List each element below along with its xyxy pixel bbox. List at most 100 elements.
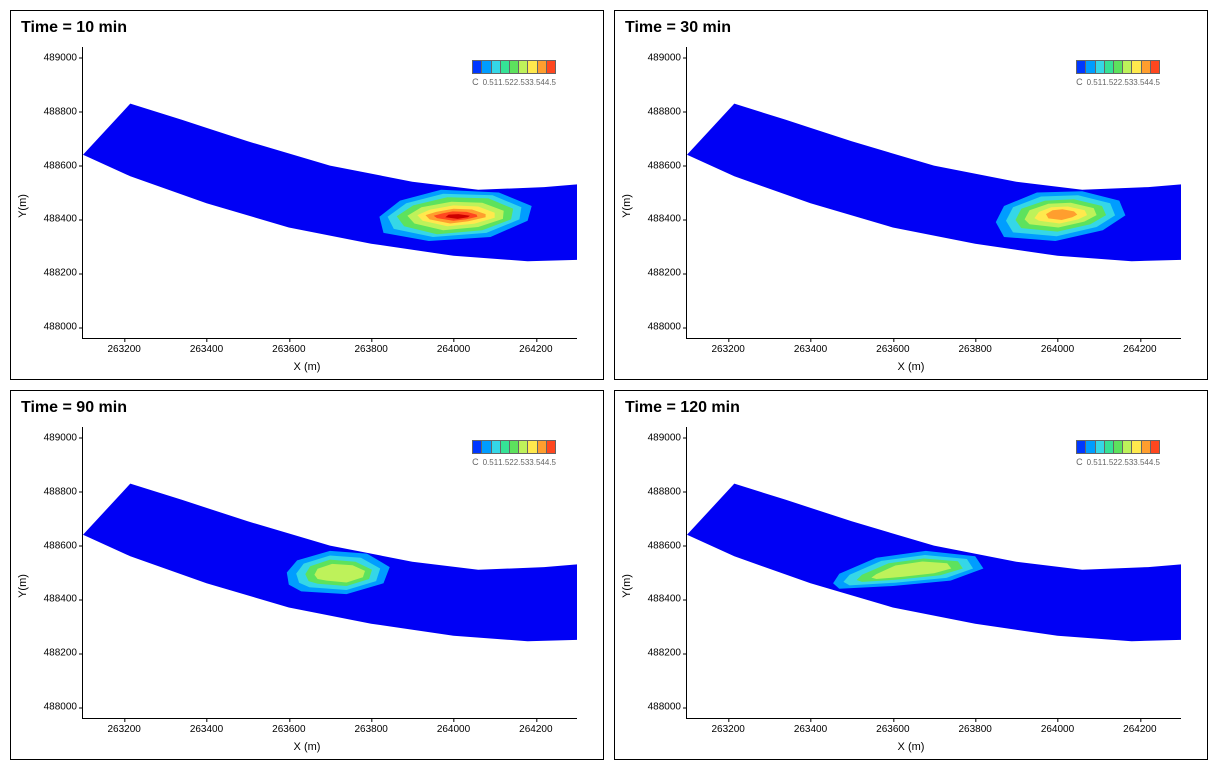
panel-title: Time = 30 min (625, 19, 1199, 37)
x-tick: 263200 (107, 338, 140, 355)
colorbar-tick: 2.5 (1118, 458, 1129, 467)
colorbar-ticks: C0.511.522.533.544.5 (1076, 457, 1160, 467)
colorbar-swatch (482, 441, 491, 453)
x-tick: 263600 (876, 718, 909, 735)
colorbar-tick: 4.5 (545, 458, 556, 467)
panel-30min: Time = 30 min Y(m) 488000488200488400488… (614, 10, 1208, 380)
colorbar-swatch (1132, 441, 1141, 453)
colorbar-swatch (501, 61, 510, 73)
panel-title: Time = 120 min (625, 399, 1199, 417)
y-tick: 489000 (44, 52, 83, 63)
colorbar-label: C (1076, 77, 1083, 87)
plot-area: 4880004882004884004886004888004890002632… (686, 427, 1181, 719)
y-tick: 488600 (648, 540, 687, 551)
colorbar-swatch (1142, 61, 1151, 73)
colorbar-tick: 2.5 (514, 458, 525, 467)
colorbar-swatch (528, 441, 537, 453)
colorbar-tick: 3.5 (1133, 78, 1144, 87)
x-axis-label: X (m) (898, 361, 925, 373)
y-tick: 488600 (44, 160, 83, 171)
contour-svg (687, 427, 1181, 718)
plot-area: 4880004882004884004886004888004890002632… (82, 427, 577, 719)
y-tick: 488200 (44, 648, 83, 659)
colorbar (472, 440, 556, 454)
colorbar-tick: 2.5 (514, 78, 525, 87)
y-tick: 488200 (44, 268, 83, 279)
colorbar-swatch (519, 441, 528, 453)
colorbar-tick: 0.5 (1087, 458, 1098, 467)
colorbar-label: C (472, 77, 479, 87)
plot: Y(m) 48800048820048840048860048880048900… (27, 421, 587, 751)
x-tick: 263400 (794, 338, 827, 355)
colorbar-swatch (510, 61, 519, 73)
colorbar-tick: 1.5 (1102, 458, 1113, 467)
y-tick: 488000 (648, 702, 687, 713)
x-axis-label: X (m) (898, 741, 925, 753)
y-tick: 488800 (44, 486, 83, 497)
plot: Y(m) 48800048820048840048860048880048900… (631, 41, 1191, 371)
y-tick: 489000 (648, 52, 687, 63)
colorbar-swatch (1142, 441, 1151, 453)
river-band (687, 104, 1181, 262)
colorbar-ticks: C0.511.522.533.544.5 (472, 457, 556, 467)
x-tick: 263800 (354, 338, 387, 355)
x-tick: 263600 (272, 718, 305, 735)
y-tick: 488800 (648, 106, 687, 117)
contour-svg (83, 47, 577, 338)
y-tick: 488800 (44, 106, 83, 117)
y-axis-label: Y(m) (621, 574, 633, 598)
panel-title: Time = 10 min (21, 19, 595, 37)
colorbar-swatch (528, 61, 537, 73)
x-tick: 263800 (958, 718, 991, 735)
colorbar-swatch (1105, 441, 1114, 453)
panel-title: Time = 90 min (21, 399, 595, 417)
contour-svg (83, 427, 577, 718)
y-tick: 489000 (44, 432, 83, 443)
y-tick: 488400 (44, 214, 83, 225)
colorbar-swatch (547, 441, 556, 453)
x-tick: 263400 (190, 338, 223, 355)
x-tick: 263800 (354, 718, 387, 735)
x-tick: 263600 (272, 338, 305, 355)
x-tick: 264000 (1041, 718, 1074, 735)
colorbar-tick: 3.5 (529, 458, 540, 467)
colorbar-tick: 4.5 (1149, 78, 1160, 87)
plot-area: 4880004882004884004886004888004890002632… (82, 47, 577, 339)
y-tick: 488200 (648, 648, 687, 659)
y-tick: 488800 (648, 486, 687, 497)
colorbar-swatch (492, 441, 501, 453)
colorbar (472, 60, 556, 74)
colorbar-tick: 4.5 (1149, 458, 1160, 467)
plot-area: 4880004882004884004886004888004890002632… (686, 47, 1181, 339)
y-axis-label: Y(m) (17, 574, 29, 598)
y-tick: 488000 (44, 322, 83, 333)
colorbar-swatch (1086, 441, 1095, 453)
colorbar-ticks: C0.511.522.533.544.5 (472, 77, 556, 87)
y-tick: 488200 (648, 268, 687, 279)
x-tick: 263600 (876, 338, 909, 355)
colorbar-swatch (492, 61, 501, 73)
colorbar-swatch (519, 61, 528, 73)
colorbar-swatch (1114, 441, 1123, 453)
colorbar-ticks: C0.511.522.533.544.5 (1076, 77, 1160, 87)
colorbar-swatch (1114, 61, 1123, 73)
colorbar-swatch (1105, 61, 1114, 73)
y-tick: 488600 (44, 540, 83, 551)
river-band (83, 104, 577, 262)
colorbar-tick: 1.5 (1102, 78, 1113, 87)
y-tick: 489000 (648, 432, 687, 443)
colorbar-swatch (1086, 61, 1095, 73)
y-tick: 488000 (648, 322, 687, 333)
panel-120min: Time = 120 min Y(m) 48800048820048840048… (614, 390, 1208, 760)
y-tick: 488600 (648, 160, 687, 171)
plot: Y(m) 48800048820048840048860048880048900… (27, 41, 587, 371)
x-tick: 264200 (519, 718, 552, 735)
panel-90min: Time = 90 min Y(m) 488000488200488400488… (10, 390, 604, 760)
colorbar-tick: 4.5 (545, 78, 556, 87)
colorbar-swatch (482, 61, 491, 73)
y-tick: 488400 (648, 594, 687, 605)
colorbar-swatch (501, 441, 510, 453)
colorbar-swatch (538, 61, 547, 73)
colorbar-swatch (472, 61, 482, 73)
y-tick: 488000 (44, 702, 83, 713)
